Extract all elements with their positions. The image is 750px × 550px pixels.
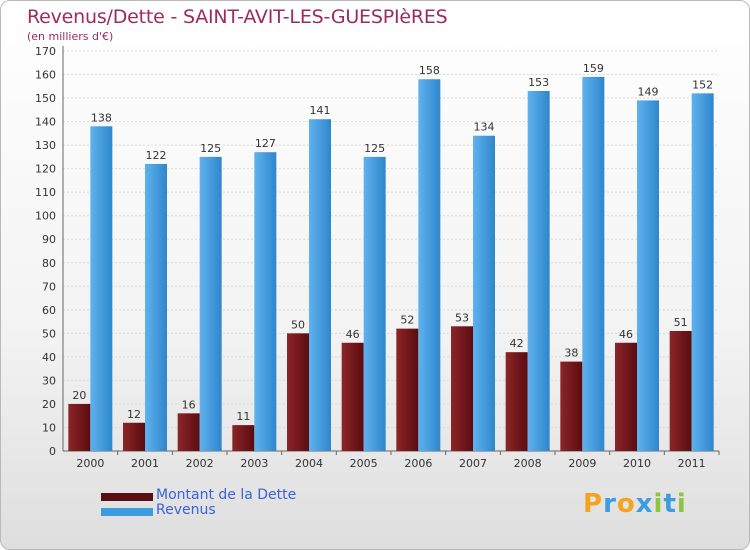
bars [68, 76, 714, 452]
x-tick-label: 2007 [459, 457, 487, 470]
chart-title: Revenus/Dette - SAINT-AVIT-LES-GUESPIèRE… [27, 6, 448, 28]
y-tick-label: 20 [42, 398, 56, 411]
grid-lines [63, 50, 719, 428]
data-label: 52 [400, 314, 414, 327]
bar-dette [396, 328, 419, 451]
data-label: 42 [510, 337, 524, 350]
value-labels: 20 138 12 122 16 125 11 127 50 141 46 125 52 158 53 134… [72, 62, 713, 423]
data-label: 46 [619, 328, 633, 341]
x-tick-label: 2003 [240, 457, 268, 470]
data-label: 153 [528, 76, 549, 89]
axes [62, 46, 720, 455]
y-tick-label: 0 [49, 445, 56, 458]
x-tick-label: 2008 [514, 457, 542, 470]
data-label: 20 [72, 389, 86, 402]
data-label: 127 [255, 137, 276, 150]
y-tick-label: 100 [35, 210, 56, 223]
bar-revenus [473, 135, 495, 452]
bar-dette [615, 342, 637, 451]
chart-subtitle: (en milliers d'€) [27, 30, 114, 43]
logo-letter: i [653, 489, 664, 519]
bar-revenus [90, 126, 113, 451]
y-tick-label: 150 [35, 92, 56, 105]
x-tick-label: 2002 [186, 457, 214, 470]
y-tick-label: 120 [35, 163, 56, 176]
x-tick-label: 2011 [678, 457, 706, 470]
data-label: 159 [583, 62, 604, 75]
logo-letter: o [616, 489, 636, 519]
bar-revenus [691, 93, 714, 452]
data-label: 125 [364, 142, 385, 155]
legend-swatch-dette [101, 493, 153, 501]
data-label: 11 [236, 410, 250, 423]
bar-dette [669, 331, 692, 451]
bar-dette [451, 326, 473, 451]
bar-revenus [145, 163, 167, 452]
bar-dette [341, 342, 364, 451]
y-tick-label: 80 [42, 257, 56, 270]
y-tick-label: 10 [42, 421, 56, 434]
data-label: 158 [419, 64, 440, 77]
data-label: 38 [564, 347, 578, 360]
y-tick-label: 50 [42, 327, 56, 340]
bar-dette [232, 425, 255, 451]
tick-labels: 0 10 20 30 40 50 60 70 80 90 100 110 120 130 140 150 160… [35, 45, 706, 470]
legend-label-dette: Montant de la Dette [156, 487, 297, 503]
bar-revenus [418, 79, 441, 451]
y-tick-label: 30 [42, 374, 56, 387]
data-label: 46 [346, 328, 360, 341]
y-tick-label: 160 [35, 69, 56, 82]
data-label: 138 [91, 111, 112, 124]
bar-dette [177, 413, 200, 451]
y-tick-label: 140 [35, 116, 56, 129]
data-label: 122 [146, 149, 167, 162]
logo-letter: t [663, 489, 677, 519]
data-label: 149 [638, 85, 659, 98]
data-label: 125 [200, 142, 221, 155]
logo-letter: r [603, 489, 617, 519]
data-label: 53 [455, 311, 469, 324]
logo-letter: x [635, 489, 654, 519]
logo-letter: P [583, 489, 604, 519]
bar-dette [123, 422, 145, 451]
bar-dette [287, 333, 309, 451]
y-tick-label: 40 [42, 351, 56, 364]
data-label: 12 [127, 408, 141, 421]
bar-dette [68, 403, 91, 451]
logo-letter: i [676, 489, 687, 519]
y-tick-label: 130 [35, 139, 56, 152]
bar-revenus [582, 76, 605, 451]
bar-dette [505, 352, 528, 451]
proxiti-logo: Proxiti [583, 489, 687, 519]
data-label: 134 [474, 121, 495, 134]
x-tick-label: 2005 [350, 457, 378, 470]
y-tick-label: 60 [42, 304, 56, 317]
data-label: 51 [674, 316, 688, 329]
x-tick-label: 2000 [76, 457, 104, 470]
data-label: 152 [692, 78, 713, 91]
x-tick-label: 2001 [131, 457, 159, 470]
y-tick-label: 110 [35, 186, 56, 199]
data-label: 16 [182, 398, 196, 411]
y-tick-label: 90 [42, 233, 56, 246]
legend-swatch-revenus [101, 508, 153, 516]
legend-label-revenus: Revenus [156, 502, 216, 518]
x-tick-label: 2004 [295, 457, 323, 470]
y-tick-label: 170 [35, 45, 56, 58]
x-tick-label: 2010 [623, 457, 651, 470]
data-label: 141 [310, 104, 331, 117]
y-tick-label: 70 [42, 280, 56, 293]
bar-revenus [527, 91, 550, 451]
data-label: 50 [291, 318, 305, 331]
x-tick-label: 2009 [568, 457, 596, 470]
bar-revenus [363, 156, 386, 451]
bar-revenus [254, 152, 277, 452]
bar-revenus [637, 100, 659, 451]
bar-revenus [309, 119, 331, 451]
bar-revenus [199, 156, 222, 451]
x-tick-label: 2006 [404, 457, 432, 470]
bar-dette [560, 361, 583, 451]
